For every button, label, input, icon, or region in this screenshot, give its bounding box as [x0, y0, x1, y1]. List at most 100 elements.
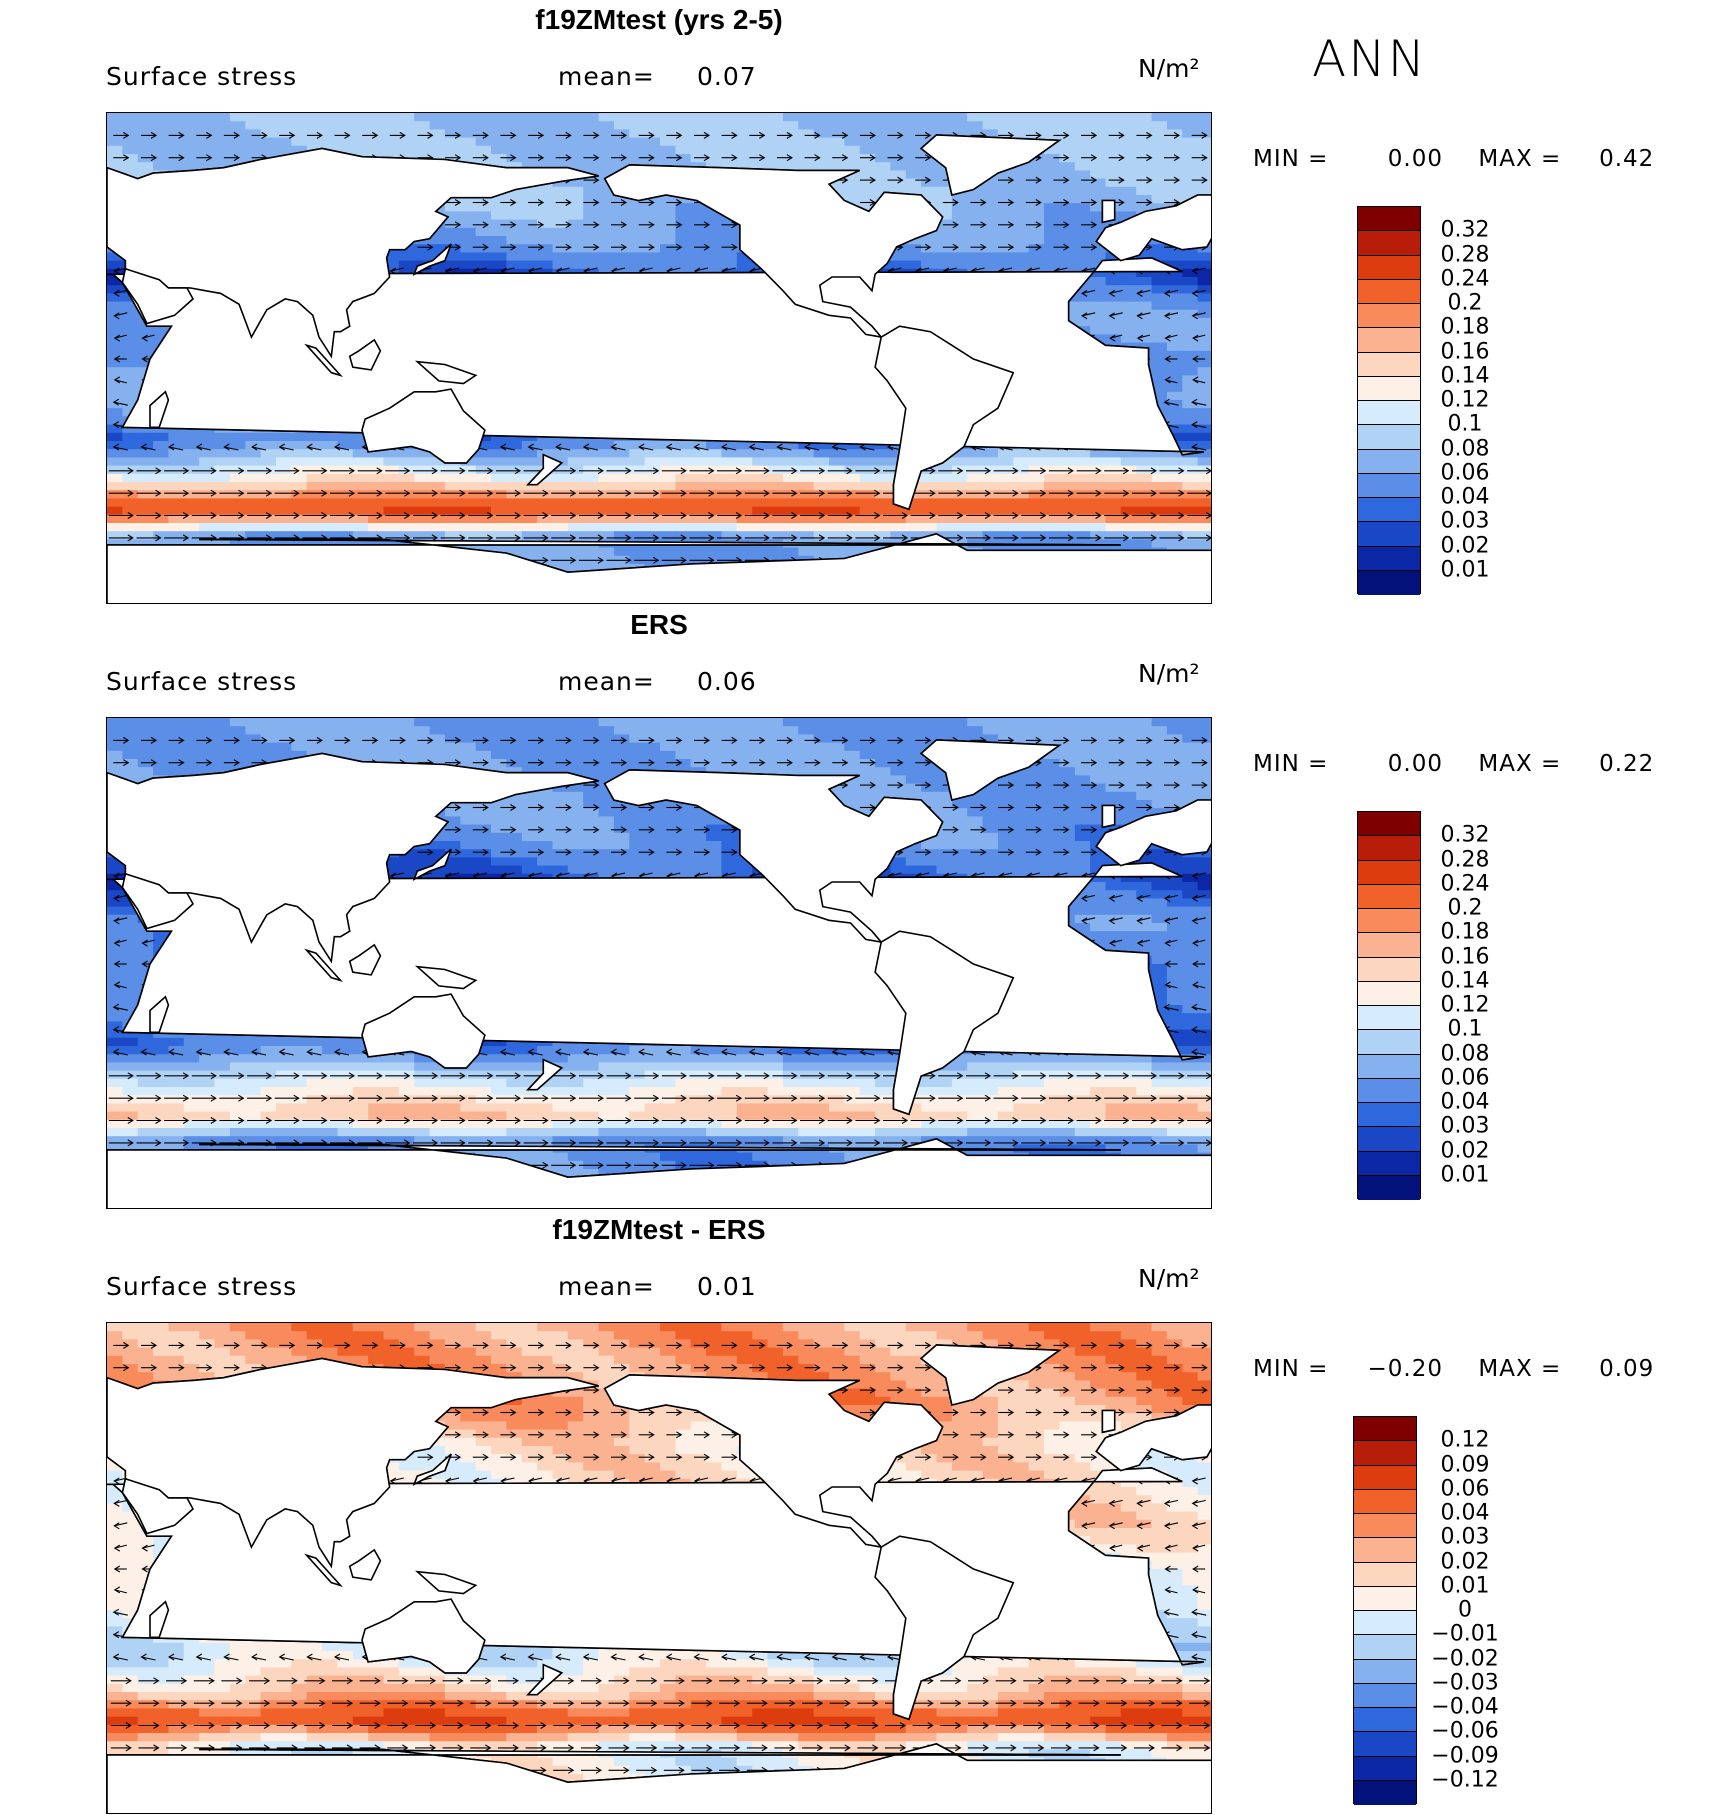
- field-cell: [967, 498, 984, 508]
- vector-arrow: [1081, 243, 1098, 251]
- field-cell: [1120, 145, 1137, 155]
- field-cell: [598, 162, 615, 171]
- field-cell: [613, 465, 630, 475]
- field-cell: [583, 178, 600, 188]
- vector-arrow: [527, 443, 543, 451]
- field-cell: [752, 523, 769, 532]
- field-cell: [1044, 498, 1060, 508]
- field-cell: [383, 145, 400, 155]
- field-cell: [583, 186, 600, 196]
- field-cell: [721, 490, 738, 499]
- field-cell: [1028, 457, 1045, 467]
- field-cell: [460, 203, 477, 212]
- field-cell: [1166, 539, 1183, 549]
- field-cell: [844, 523, 861, 532]
- field-cell: [767, 449, 784, 458]
- field-cell: [982, 252, 999, 262]
- field-cell: [859, 178, 876, 188]
- field-cell: [844, 506, 861, 516]
- field-cell: [629, 441, 646, 450]
- field-cell: [1105, 514, 1122, 524]
- field-cell: [1136, 113, 1153, 122]
- field-cell: [736, 129, 753, 139]
- field-cell: [982, 514, 999, 524]
- field-cell: [122, 424, 139, 434]
- field-cell: [598, 564, 615, 573]
- field-cell: [598, 260, 615, 270]
- field-cell: [997, 457, 1014, 467]
- field-cell: [276, 473, 292, 483]
- field-cell: [936, 465, 953, 475]
- field-cell: [567, 490, 584, 499]
- field-cell: [276, 113, 292, 122]
- field-cell: [1182, 121, 1199, 130]
- field-cell: [491, 432, 507, 442]
- field-cell: [798, 154, 815, 163]
- field-cell: [352, 441, 369, 450]
- vector-arrow: [141, 154, 158, 162]
- field-cell: [1197, 334, 1211, 344]
- vector-arrow: [666, 221, 683, 229]
- field-cell: [644, 129, 661, 139]
- field-cell: [107, 432, 123, 442]
- field-cell: [1044, 186, 1060, 196]
- field-cell: [905, 252, 922, 262]
- field-cell: [782, 506, 799, 516]
- field-cell: [1182, 367, 1199, 376]
- field-cell: [644, 236, 661, 245]
- field-cell: [721, 457, 738, 467]
- vector-arrow: [993, 467, 1019, 475]
- field-cell: [552, 186, 569, 196]
- field-cell: [245, 145, 262, 155]
- vector-arrow: [776, 131, 793, 139]
- field-cell: [137, 145, 154, 155]
- field-cell: [276, 121, 292, 130]
- field-cell: [1044, 260, 1060, 270]
- field-cell: [322, 113, 339, 122]
- field-cell: [721, 260, 738, 270]
- field-cell: [690, 531, 707, 540]
- vector-arrow: [1192, 355, 1206, 363]
- field-cell: [951, 531, 968, 540]
- field-cell: [1182, 252, 1199, 262]
- field-cell: [1013, 121, 1030, 130]
- field-cell: [537, 145, 554, 155]
- field-cell: [951, 473, 968, 483]
- field-cell: [690, 547, 707, 557]
- field-cell: [137, 449, 154, 458]
- field-cell: [1197, 170, 1211, 180]
- field-cell: [660, 506, 676, 516]
- field-cell: [199, 449, 216, 458]
- field-cell: [1044, 473, 1060, 483]
- field-cell: [951, 457, 968, 467]
- field-cell: [168, 465, 185, 475]
- field-cell: [429, 514, 446, 524]
- field-cell: [936, 236, 953, 245]
- field-cell: [567, 145, 584, 155]
- field-cell: [1013, 195, 1030, 204]
- field-cell: [291, 465, 308, 475]
- field-cell: [1105, 162, 1122, 171]
- field-cell: [660, 260, 676, 270]
- field-cell: [1136, 326, 1153, 335]
- field-cell: [660, 113, 676, 122]
- field-cell: [721, 137, 738, 147]
- field-cell: [414, 498, 431, 508]
- field-cell: [1090, 482, 1107, 491]
- field-cell: [491, 137, 507, 147]
- field-cell: [552, 113, 569, 122]
- field-cell: [153, 523, 170, 532]
- field-cell: [890, 121, 907, 130]
- field-cell: [1136, 170, 1153, 180]
- field-cell: [107, 523, 123, 532]
- field-cell: [199, 145, 216, 155]
- field-cell: [337, 121, 354, 130]
- field-cell: [491, 195, 507, 204]
- field-cell: [644, 441, 661, 450]
- field-cell: [1044, 121, 1060, 130]
- field-cell: [629, 498, 646, 508]
- vector-arrow: [113, 154, 130, 162]
- field-cell: [1090, 154, 1107, 163]
- field-cell: [429, 137, 446, 147]
- vector-arrow: [555, 131, 572, 139]
